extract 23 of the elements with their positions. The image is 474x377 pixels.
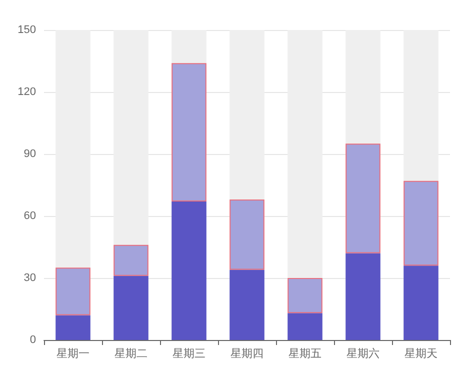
- bar: [404, 266, 438, 340]
- x-tick-label: 星期三: [172, 347, 206, 360]
- bar: [346, 253, 380, 340]
- y-tick-label: 150: [18, 24, 36, 36]
- y-tick-label: 60: [24, 210, 36, 222]
- bar: [288, 313, 322, 340]
- y-tick-label: 0: [30, 334, 36, 346]
- x-tick-label: 星期五: [288, 347, 322, 360]
- bar: [56, 315, 90, 340]
- x-tick-label: 星期四: [230, 347, 264, 360]
- bar: [114, 276, 148, 340]
- y-tick-label: 30: [24, 272, 36, 284]
- x-tick-label: 星期天: [404, 347, 438, 360]
- x-tick-label: 星期二: [114, 347, 148, 360]
- x-tick-label: 星期一: [56, 347, 90, 360]
- bar: [230, 270, 264, 340]
- bar: [56, 268, 90, 316]
- y-tick-label: 120: [18, 86, 36, 98]
- y-tick-label: 90: [24, 148, 36, 160]
- x-tick-label: 星期六: [346, 347, 380, 360]
- bar: [172, 202, 206, 340]
- bar: [288, 278, 322, 314]
- bar: [114, 244, 148, 276]
